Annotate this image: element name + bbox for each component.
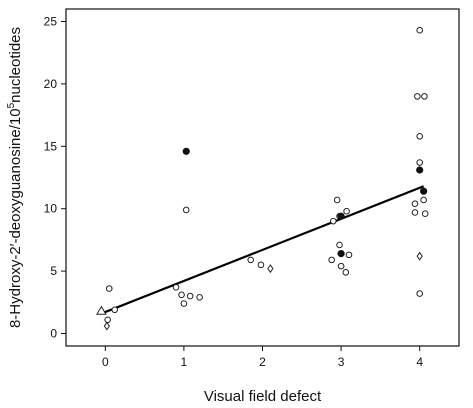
y-tick-label-1: 5 <box>50 264 57 278</box>
data-point-filled-circle-4 <box>420 187 428 195</box>
y-axis-label-unit: nucleotides <box>7 27 24 103</box>
data-point-open-circle-5 <box>180 300 188 307</box>
x-tick-label-3: 3 <box>338 355 345 369</box>
data-point-open-circle-6 <box>186 292 194 300</box>
data-point-open-circle-12 <box>343 207 350 215</box>
data-point-open-circle-10 <box>257 261 265 269</box>
y-tick-label-4: 20 <box>44 77 58 91</box>
y-tick-label-3: 15 <box>44 139 58 153</box>
data-point-open-circle-18 <box>342 269 350 276</box>
data-point-open-circle-28 <box>420 196 427 204</box>
data-point-filled-circle-2 <box>337 250 345 258</box>
x-tick-label-0: 0 <box>102 355 109 369</box>
data-point-filled-circle-0 <box>182 147 190 155</box>
x-tick-label-1: 1 <box>181 355 188 369</box>
data-point-open-circle-26 <box>411 209 419 216</box>
data-point-open-circle-4 <box>178 291 185 299</box>
y-tick-label-2: 10 <box>44 202 58 216</box>
data-point-open-circle-1 <box>111 306 119 314</box>
data-point-open-circle-19 <box>345 251 353 259</box>
data-point-open-circle-25 <box>411 200 419 208</box>
data-point-open-circle-16 <box>328 256 335 264</box>
data-point-open-circle-24 <box>416 159 424 166</box>
y-axis-label: 8-Hydroxy-2′-deoxyguanosine/105nucleotid… <box>6 27 24 328</box>
plot-frame <box>65 8 460 347</box>
y-axis-label-main: 8-Hydroxy-2′-deoxyguanosine/10 <box>7 108 24 328</box>
chart-marks: 0 1 2 3 4 0 5 10 15 20 25 <box>44 14 429 369</box>
y-axis-label-superscript: 5 <box>6 102 17 108</box>
data-point-open-circle-21 <box>414 93 421 100</box>
x-axis-label: Visual field defect <box>204 388 322 405</box>
data-point-open-circle-8 <box>182 206 190 214</box>
data-point-open-circle-22 <box>421 93 428 100</box>
x-tick-label-2: 2 <box>259 355 266 369</box>
data-point-open-circle-14 <box>329 217 337 225</box>
y-tick-label-0: 0 <box>50 327 57 341</box>
data-point-open-circle-27 <box>421 210 429 217</box>
data-point-open-circle-15 <box>336 241 343 249</box>
data-point-open-triangle-0 <box>95 305 107 315</box>
data-point-filled-circle-3 <box>416 166 424 174</box>
data-point-open-circle-11 <box>333 196 341 204</box>
data-point-open-circle-20 <box>416 26 424 34</box>
y-tick-label-5: 25 <box>44 14 58 28</box>
data-point-open-diamond-1 <box>267 264 274 274</box>
data-point-open-diamond-0 <box>103 321 111 331</box>
data-point-filled-circle-1 <box>337 212 345 220</box>
data-point-open-circle-23 <box>416 133 424 140</box>
data-point-open-circle-7 <box>196 294 203 301</box>
data-point-open-circle-3 <box>172 284 180 291</box>
data-point-open-circle-2 <box>104 316 111 324</box>
data-point-open-circle-9 <box>247 256 255 264</box>
data-point-open-diamond-2 <box>416 251 423 261</box>
data-point-open-circle-0 <box>105 285 113 292</box>
x-tick-label-4: 4 <box>416 355 423 369</box>
data-point-open-circle-29 <box>416 290 424 297</box>
regression-line <box>100 185 425 315</box>
data-point-open-circle-17 <box>337 262 345 270</box>
